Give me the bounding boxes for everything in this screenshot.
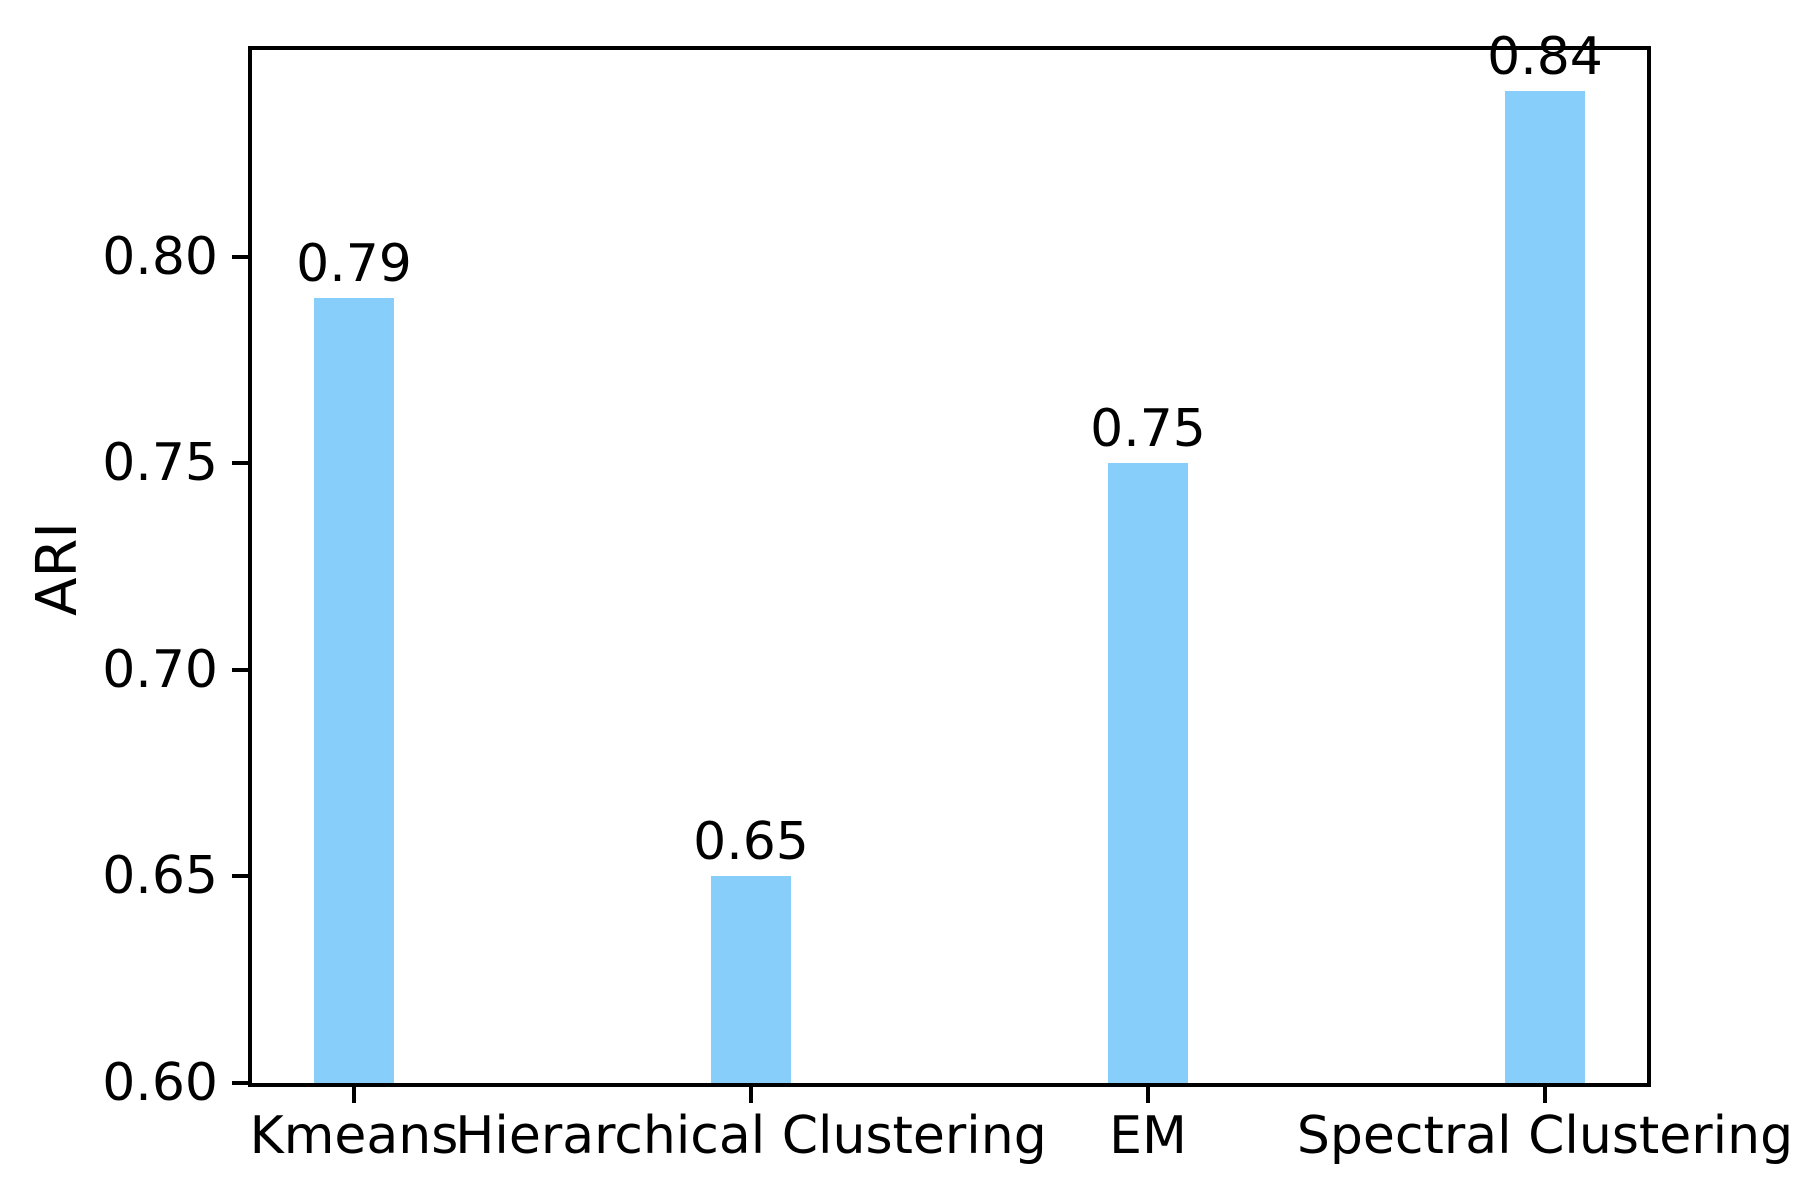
x-axis-tick (1543, 1087, 1547, 1103)
bar (1108, 463, 1188, 1083)
bar-value-label: 0.75 (1090, 399, 1206, 460)
y-axis-label: ARI (25, 522, 90, 616)
x-axis-tick-label: Kmeans (249, 1106, 459, 1166)
x-axis-tick (749, 1087, 753, 1103)
x-axis-tick-label: Hierarchical Clustering (455, 1106, 1047, 1166)
bar-value-label: 0.79 (296, 233, 412, 294)
x-axis-tick (1146, 1087, 1150, 1103)
x-axis-tick-label: EM (1109, 1106, 1187, 1166)
x-axis-tick-label: Spectral Clustering (1296, 1106, 1794, 1166)
bar-value-label: 0.84 (1487, 27, 1603, 88)
y-axis-tick-label: 0.65 (102, 846, 218, 907)
y-axis-tick (232, 461, 248, 466)
bar (1505, 91, 1585, 1083)
y-axis-tick-label: 0.80 (102, 226, 218, 287)
y-axis-tick (232, 254, 248, 259)
y-axis-tick (232, 667, 248, 672)
y-axis-tick (232, 1081, 248, 1085)
bar-value-label: 0.65 (693, 812, 809, 873)
y-axis-tick-label: 0.70 (102, 639, 218, 700)
x-axis-tick (352, 1087, 356, 1103)
y-axis-tick-label: 0.75 (102, 433, 218, 494)
y-axis-tick-label: 0.60 (102, 1053, 218, 1113)
plot-area (248, 46, 1651, 1087)
bar (711, 876, 791, 1083)
y-axis-tick (232, 874, 248, 879)
bar (314, 297, 394, 1083)
